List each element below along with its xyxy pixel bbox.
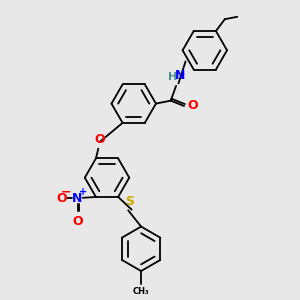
Text: N: N (174, 69, 185, 82)
Text: S: S (125, 195, 134, 208)
Text: CH₃: CH₃ (133, 287, 149, 296)
Text: O: O (94, 133, 105, 146)
Text: H: H (168, 72, 177, 82)
Text: +: + (79, 187, 87, 197)
Text: O: O (188, 100, 198, 112)
Text: N: N (72, 192, 83, 205)
Text: O: O (56, 192, 67, 205)
Text: −: − (61, 185, 71, 198)
Text: O: O (72, 215, 83, 228)
